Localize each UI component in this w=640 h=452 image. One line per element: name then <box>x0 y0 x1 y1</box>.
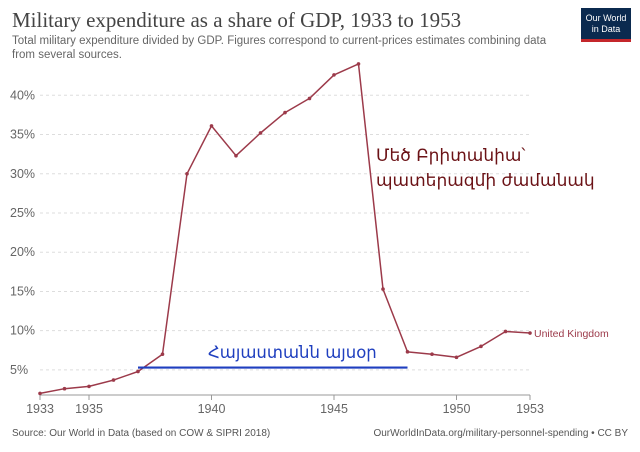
y-tick-label: 25% <box>10 206 35 220</box>
data-point <box>430 352 434 357</box>
data-point <box>503 329 508 334</box>
grid-layer <box>40 94 530 371</box>
armenia-today-annotation: Հայաստանն այսօր <box>208 343 377 362</box>
data-point <box>185 171 189 176</box>
y-tick-label: 5% <box>10 363 28 377</box>
logo-line-1: Our World <box>585 13 627 23</box>
y-tick-label: 20% <box>10 245 35 259</box>
source-note[interactable]: Source: Our World in Data (based on COW … <box>12 428 271 439</box>
data-point <box>381 287 385 291</box>
data-point <box>136 369 140 374</box>
data-point <box>307 96 312 101</box>
x-tick-label: 1950 <box>443 402 471 416</box>
axis-layer: 5% 10% 15% 20% 25% 30% 35% 40% 1933 1935 1940 1945 1… <box>10 88 544 416</box>
x-tick-label: 1953 <box>516 402 544 416</box>
annotation-layer: Մեծ Բրիտանիա՝ պատերազմի ժամանակ Հայաստան… <box>138 146 595 369</box>
data-point <box>332 73 336 77</box>
data-point <box>38 391 42 396</box>
data-point <box>405 350 410 354</box>
data-point <box>528 331 532 335</box>
owid-logo[interactable]: Our World in Data <box>581 8 631 42</box>
logo-line-2: in Data <box>591 23 621 34</box>
x-tick-label: 1940 <box>198 402 226 416</box>
data-point <box>258 131 263 135</box>
x-tick-label: 1933 <box>26 402 54 416</box>
data-point <box>111 378 116 382</box>
data-point <box>283 110 287 115</box>
y-tick-label: 15% <box>10 284 35 298</box>
data-point <box>160 352 165 357</box>
y-tick-label: 40% <box>10 88 35 102</box>
data-point <box>234 153 238 158</box>
data-point <box>454 355 459 360</box>
uk-wartime-annotation-line-1: Մեծ Բրիտանիա՝ <box>376 146 525 166</box>
x-tick-label: 1945 <box>320 402 348 416</box>
x-tick-label: 1935 <box>75 402 103 416</box>
chart-subtitle: Total military expenditure divided by GD… <box>12 35 547 61</box>
uk-wartime-annotation-line-2: պատերազմի ժամանակ <box>376 171 595 191</box>
y-tick-label: 10% <box>10 324 35 338</box>
y-tick-label: 30% <box>10 167 35 181</box>
data-point <box>209 124 214 128</box>
y-tick-label: 35% <box>10 128 35 142</box>
source-url[interactable]: OurWorldInData.org/military-personnel-sp… <box>373 428 628 439</box>
data-point <box>62 386 67 391</box>
series-layer: United Kingdom <box>38 62 609 396</box>
data-point <box>87 384 91 389</box>
chart-title: Military expenditure as a share of GDP, … <box>12 8 462 32</box>
data-point <box>356 62 361 66</box>
series-label-united-kingdom: United Kingdom <box>534 328 609 340</box>
line-chart: 5% 10% 15% 20% 25% 30% 35% 40% 1933 1935 1940 1945 1… <box>10 62 609 416</box>
data-point <box>479 344 483 349</box>
